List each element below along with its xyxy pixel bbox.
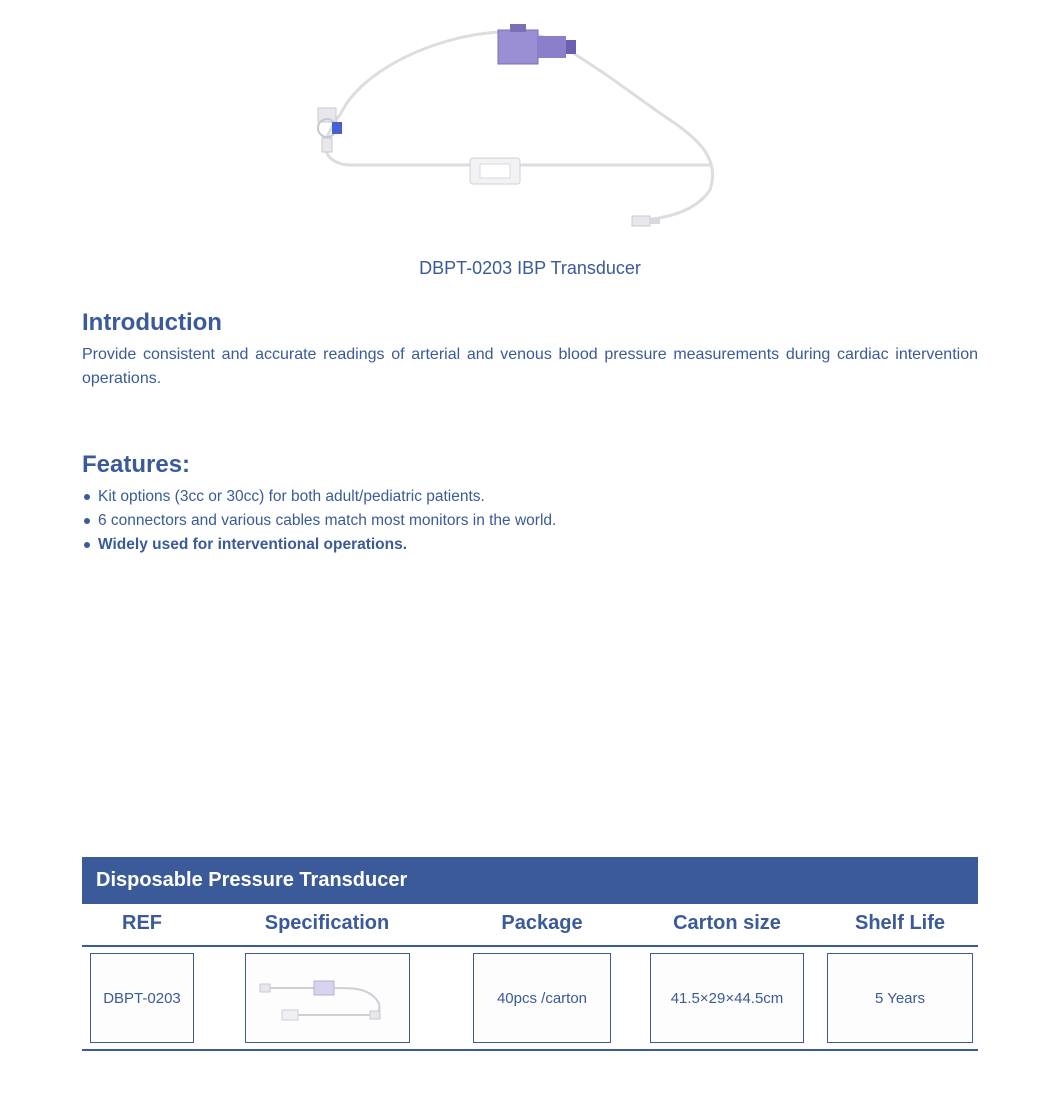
feature-item: 6 connectors and various cables match mo… [82,509,978,533]
cell-package: 40pcs /carton [473,953,611,1043]
features-list: Kit options (3cc or 30cc) for both adult… [82,485,978,557]
introduction-heading: Introduction [82,309,978,337]
cell-shelf: 5 Years [827,953,973,1043]
cell-spec [245,953,410,1043]
spec-thumbnail-icon [252,963,402,1033]
spec-table: Disposable Pressure Transducer REF Speci… [82,857,978,1051]
col-header-cart: Carton size [632,912,822,935]
col-header-ref: REF [82,912,202,935]
col-header-pkg: Package [452,912,632,935]
features-heading: Features: [82,451,978,479]
spec-table-header-row: REF Specification Package Carton size Sh… [82,904,978,947]
transducer-illustration-icon [280,20,780,240]
introduction-body: Provide consistent and accurate readings… [82,343,978,391]
cell-carton: 41.5×29×44.5cm [650,953,804,1043]
cell-ref: DBPT-0203 [90,953,194,1043]
product-image [0,0,1060,250]
feature-item: Kit options (3cc or 30cc) for both adult… [82,485,978,509]
col-header-spec: Specification [202,912,452,935]
feature-item: Widely used for interventional operation… [82,533,978,557]
product-caption: DBPT-0203 IBP Transducer [0,258,1060,279]
spec-table-title: Disposable Pressure Transducer [82,857,978,904]
spec-table-row: DBPT-0203 40pcs /carton 41.5×29×44.5cm 5… [82,947,978,1051]
col-header-shelf: Shelf Life [822,912,978,935]
